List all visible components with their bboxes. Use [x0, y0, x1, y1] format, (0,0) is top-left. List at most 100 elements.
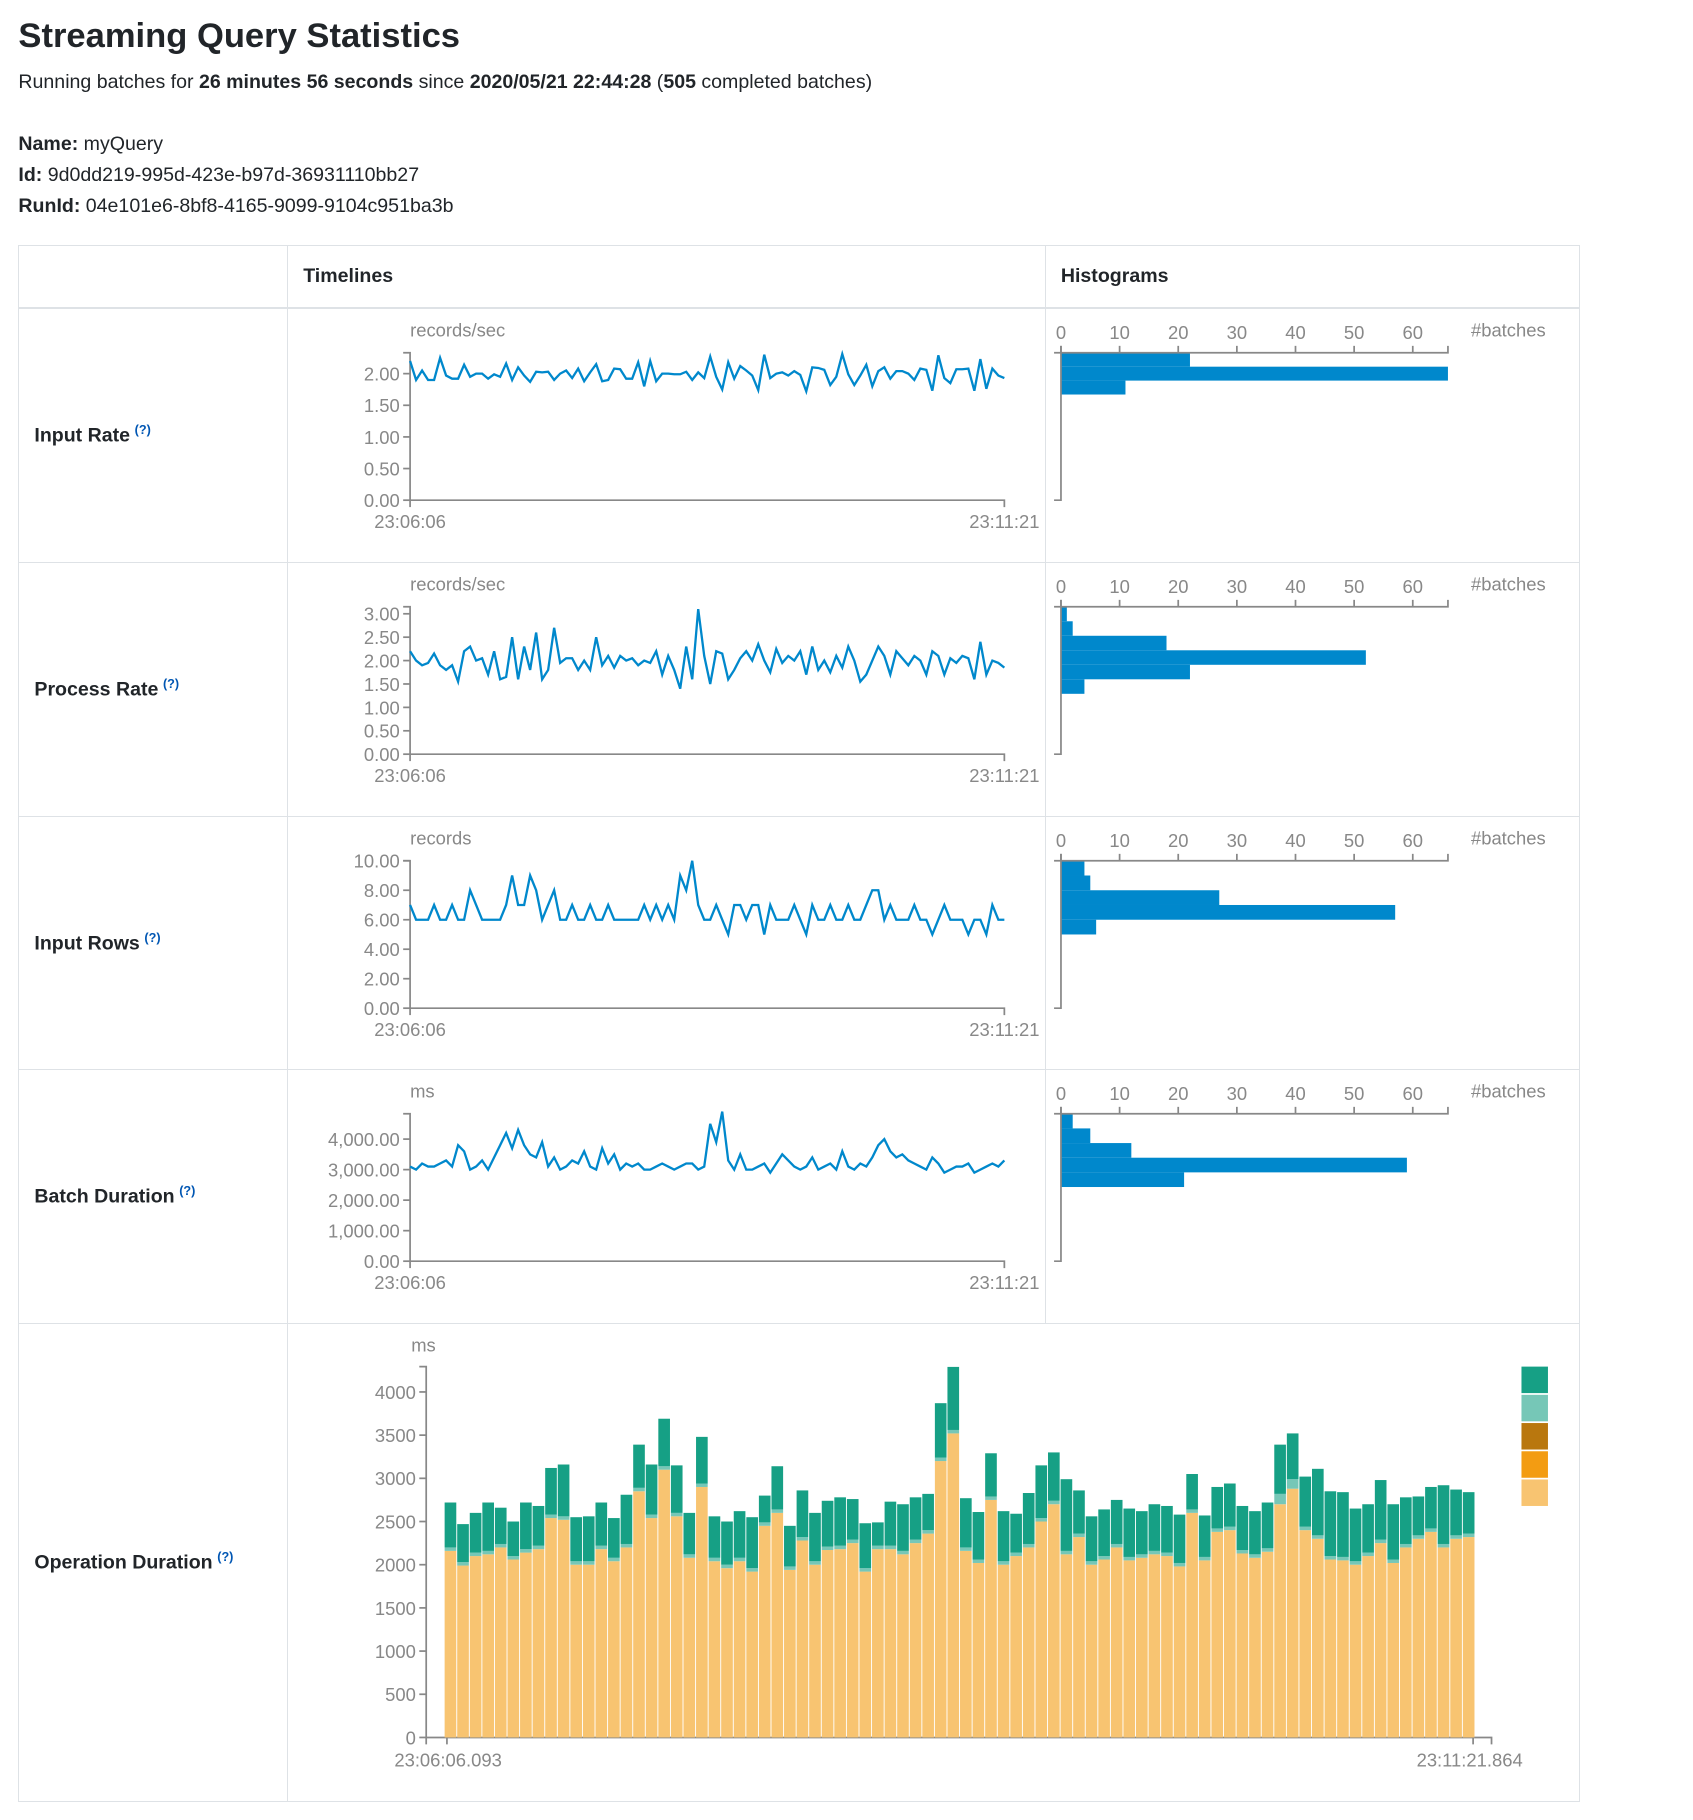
stacked-bar-segment	[1148, 1554, 1161, 1738]
stacked-bar-segment	[507, 1559, 520, 1738]
y-unit-label: ms	[411, 1334, 436, 1355]
stacked-bar-segment	[1349, 1560, 1362, 1565]
x-tick-label: 0	[1056, 829, 1066, 850]
stacked-bar-segment	[595, 1545, 608, 1549]
x-tick-label: 40	[1285, 1083, 1305, 1104]
x-tick-label: 40	[1285, 576, 1305, 597]
stacked-bar-segment	[1048, 1503, 1060, 1738]
stacked-bar-segment	[771, 1465, 784, 1510]
x-tick-label: 0	[1056, 1083, 1066, 1104]
help-icon[interactable]: (?)	[134, 423, 151, 438]
stacked-bar-segment	[884, 1545, 897, 1549]
y-tick-label: 2500	[375, 1511, 416, 1532]
stacked-bar-segment	[1337, 1560, 1350, 1738]
stacked-bar-segment	[1236, 1505, 1249, 1550]
series-line	[409, 350, 1006, 396]
stacked-bar-segment	[470, 1555, 482, 1738]
help-icon[interactable]: (?)	[162, 676, 180, 691]
stacked-bar-segment	[1236, 1549, 1249, 1554]
stacked-bar-segment	[1123, 1560, 1136, 1738]
stacked-bar-segment	[482, 1550, 495, 1555]
input-rate-histogram: 0 10 20 30 40 50 60 #batches	[1053, 320, 1546, 502]
x-tick-label: 23:11:21	[969, 765, 1039, 786]
histogram-bar	[1060, 904, 1396, 920]
stacked-bar-segment	[1337, 1491, 1350, 1557]
x-tick-label: 40	[1285, 829, 1305, 850]
stacked-bar-segment	[1287, 1433, 1299, 1479]
y-tick-label: 1.00	[364, 427, 400, 448]
stacked-bar-segment	[570, 1560, 583, 1565]
stacked-bar-segment	[1287, 1488, 1299, 1738]
stacked-bar-segment	[1249, 1510, 1262, 1555]
x-tick-label: 23:06:06	[374, 1018, 446, 1039]
stacked-bar-segment	[1412, 1538, 1425, 1738]
help-icon[interactable]: (?)	[217, 1550, 234, 1565]
stacked-bar-segment	[1324, 1559, 1337, 1738]
stacked-bar-segment	[1035, 1465, 1048, 1518]
stacked-bar-segment	[1199, 1556, 1211, 1561]
stacked-bar-segment	[1173, 1514, 1186, 1563]
stacked-bar-segment	[1199, 1515, 1211, 1557]
legend-swatch	[1521, 1450, 1549, 1478]
legend-swatch	[1521, 1479, 1549, 1506]
stacked-bar-segment	[1299, 1529, 1312, 1738]
histogram-bar	[1060, 875, 1091, 890]
stacked-bar-segment	[620, 1543, 633, 1548]
stacked-bar-segment	[1312, 1468, 1324, 1536]
histogram-bar	[1060, 606, 1067, 622]
stacked-bar-segment	[495, 1547, 507, 1738]
stacked-bar-segment	[620, 1494, 633, 1544]
run-duration: 26 minutes 56 seconds	[198, 71, 414, 94]
stacked-bar-segment	[935, 1457, 947, 1461]
stacked-bar-segment	[1186, 1509, 1199, 1513]
x-tick-label: 0	[1056, 576, 1066, 597]
stacked-bar-segment	[507, 1555, 520, 1560]
stacked-bar-segment	[1060, 1550, 1073, 1555]
stacked-bar-segment	[1136, 1554, 1148, 1558]
stacked-bar-segment	[671, 1465, 683, 1513]
stacked-bar-segment	[708, 1557, 721, 1561]
y-tick-label: 0.00	[364, 490, 400, 511]
y-tick-label: 2.00	[364, 650, 400, 671]
x-tick-label: 60	[1402, 829, 1422, 850]
histogram-bar	[1060, 1113, 1073, 1129]
y-tick-label: 3.00	[364, 604, 400, 625]
x-tick-label: 23:11:21	[969, 1272, 1039, 1293]
query-runid: RunId: 04e101e6-8bf8-4165-9099-9104c951b…	[18, 195, 454, 218]
stacked-bar-segment	[570, 1516, 583, 1561]
stacked-bar-segment	[1211, 1528, 1224, 1532]
stacked-bar-segment	[997, 1564, 1010, 1738]
stacked-bar-segment	[1048, 1500, 1060, 1504]
stacked-bar-segment	[608, 1560, 620, 1738]
stacked-bar-segment	[507, 1521, 520, 1556]
stacked-bar-segment	[1261, 1502, 1274, 1549]
stacked-bar-segment	[1098, 1509, 1111, 1556]
y-tick-label: 1500	[375, 1598, 416, 1619]
y-tick-label: 0.00	[364, 998, 400, 1019]
x-tick-label: 60	[1402, 322, 1422, 343]
stacked-bar-segment	[985, 1452, 998, 1497]
stacked-bar-segment	[834, 1497, 847, 1546]
y-tick-label: 1,000.00	[328, 1221, 400, 1242]
x-tick-label: 23:11:21	[969, 1018, 1039, 1039]
help-icon[interactable]: (?)	[144, 930, 161, 945]
stacked-bar-segment	[1400, 1547, 1412, 1738]
y-tick-label: 0	[406, 1727, 416, 1748]
y-tick-label: 10.00	[354, 850, 400, 871]
stacked-bar-segment	[1362, 1552, 1375, 1556]
y-unit-label: records/sec	[410, 574, 505, 595]
y-tick-label: 4000	[375, 1382, 416, 1403]
axis-line	[403, 859, 1006, 1015]
start-time: 2020/05/21 22:44:28	[469, 71, 652, 94]
y-tick-label: 3500	[375, 1425, 416, 1446]
stacked-bar-segment	[1312, 1538, 1324, 1738]
help-icon[interactable]: (?)	[179, 1184, 196, 1199]
stacked-bar-segment	[1261, 1548, 1274, 1552]
stacked-bar-segment	[658, 1418, 671, 1466]
stacked-bar-segment	[1400, 1497, 1412, 1544]
histogram-bar	[1060, 664, 1190, 680]
stacked-bar-segment	[645, 1464, 658, 1515]
x-tick-label: 23:06:06.093	[395, 1749, 502, 1770]
y-tick-label: 4,000.00	[328, 1129, 400, 1150]
stacked-bar-segment	[595, 1502, 608, 1546]
